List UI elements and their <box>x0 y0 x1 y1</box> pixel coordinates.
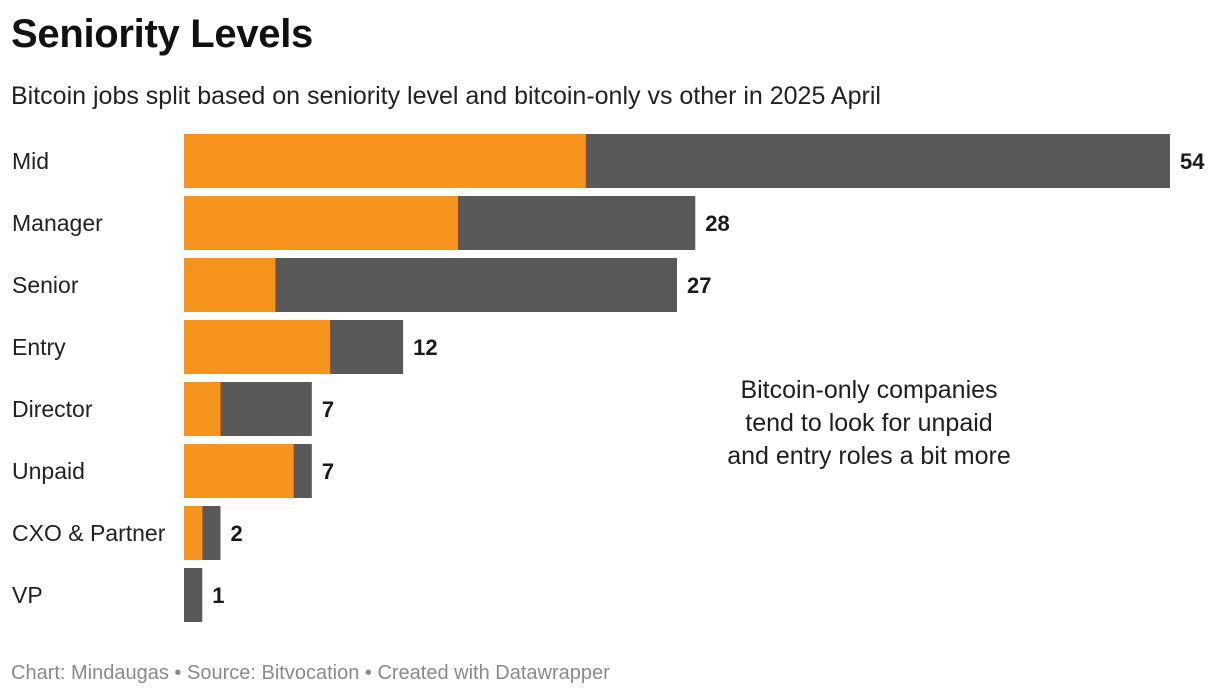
value-label-manager: 28 <box>705 211 729 236</box>
category-label-cxo-partner: CXO & Partner <box>12 520 166 546</box>
value-label-senior: 27 <box>687 273 711 298</box>
footer-credit: Created with Datawrapper <box>377 662 610 684</box>
chart-title: Seniority Levels <box>11 12 313 56</box>
category-label-unpaid: Unpaid <box>12 458 85 484</box>
value-label-entry: 12 <box>413 335 437 360</box>
footer-author: Chart: Mindaugas <box>11 662 169 684</box>
chart-annotation: Bitcoin-only companies tend to look for … <box>727 376 1011 470</box>
bar-other-director <box>220 382 312 436</box>
value-label-unpaid: 7 <box>322 459 334 484</box>
bar-other-manager <box>457 196 696 250</box>
value-label-cxo-partner: 2 <box>231 521 243 546</box>
category-label-senior: Senior <box>12 272 79 298</box>
bar-other-mid <box>585 134 1170 188</box>
bar-bitcoin-only-cxo-partner <box>184 506 203 560</box>
value-label-mid: 54 <box>1180 149 1205 174</box>
category-label-mid: Mid <box>12 148 49 174</box>
chart-subtitle: Bitcoin jobs split based on seniority le… <box>11 82 881 110</box>
footer-separator: • <box>168 662 187 684</box>
bar-bitcoin-only-mid <box>184 134 586 188</box>
chart-footer: Chart: Mindaugas • Source: Bitvocation •… <box>11 662 610 685</box>
category-label-manager: Manager <box>12 210 103 236</box>
value-label-director: 7 <box>322 397 334 422</box>
footer-separator: • <box>359 662 378 684</box>
bar-other-cxo-partner <box>202 506 221 560</box>
bar-bitcoin-only-unpaid <box>184 444 294 498</box>
footer-source: Source: Bitvocation <box>187 662 360 684</box>
category-label-director: Director <box>12 396 93 422</box>
bar-bitcoin-only-manager <box>184 196 458 250</box>
category-label-vp: VP <box>12 582 43 608</box>
bar-other-entry <box>330 320 404 374</box>
bar-bitcoin-only-director <box>184 382 221 436</box>
bar-bitcoin-only-entry <box>184 320 331 374</box>
bar-other-senior <box>275 258 677 312</box>
bar-other-unpaid <box>293 444 312 498</box>
category-label-entry: Entry <box>12 334 66 360</box>
bar-other-vp <box>184 568 203 622</box>
value-label-vp: 1 <box>212 583 224 608</box>
bar-bitcoin-only-senior <box>184 258 276 312</box>
